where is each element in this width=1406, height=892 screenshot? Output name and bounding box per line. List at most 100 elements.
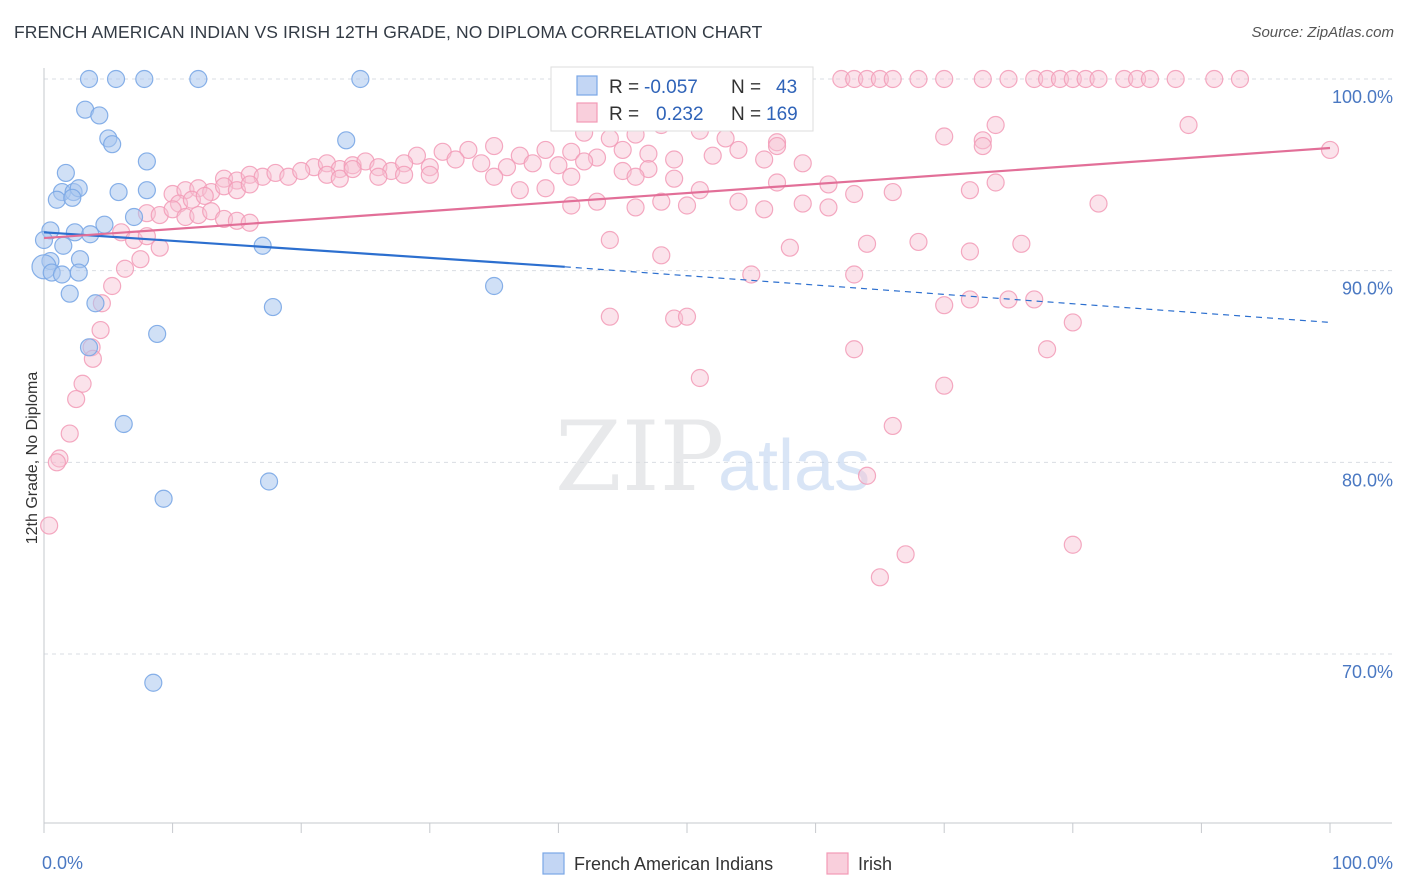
irish-point bbox=[1320, 140, 1340, 160]
french-point bbox=[109, 182, 128, 202]
irish-point bbox=[703, 146, 722, 165]
irish-point bbox=[909, 69, 928, 89]
legend-swatch-irish bbox=[576, 102, 598, 123]
french-point bbox=[485, 276, 504, 296]
legend-n-label-french: N = bbox=[731, 77, 761, 98]
irish-point bbox=[935, 127, 954, 146]
irish-point bbox=[446, 150, 465, 169]
irish-point bbox=[485, 136, 504, 156]
irish-point bbox=[1140, 69, 1160, 89]
french-point bbox=[189, 69, 208, 89]
irish-point bbox=[536, 140, 555, 160]
irish-point bbox=[330, 169, 349, 188]
irish-point bbox=[767, 173, 787, 192]
french-point bbox=[263, 297, 283, 317]
french-point bbox=[114, 414, 133, 434]
watermark-atlas: atlas bbox=[718, 426, 870, 506]
legend-n-value-french: 43 bbox=[776, 77, 797, 98]
irish-point bbox=[986, 173, 1005, 192]
irish-point bbox=[1063, 69, 1082, 89]
irish-point bbox=[1089, 69, 1108, 89]
french-point bbox=[154, 489, 173, 508]
french-point bbox=[90, 106, 109, 125]
french-point bbox=[60, 284, 79, 303]
irish-point bbox=[587, 192, 607, 211]
irish-point bbox=[742, 265, 761, 284]
irish-point bbox=[1050, 69, 1070, 89]
y-tick-label-70: 70.0% bbox=[1342, 662, 1393, 682]
irish-point bbox=[652, 246, 671, 265]
irish-point bbox=[1037, 69, 1057, 89]
irish-point bbox=[767, 136, 787, 156]
irish-point bbox=[73, 374, 92, 393]
french-point bbox=[148, 324, 167, 344]
irish-point bbox=[793, 154, 812, 173]
irish-point bbox=[870, 568, 890, 587]
y-tick-label-90: 90.0% bbox=[1342, 279, 1393, 299]
watermark-zip: ZIP bbox=[555, 401, 724, 513]
irish-point bbox=[1166, 69, 1185, 89]
french-point bbox=[54, 236, 73, 255]
x-tick-label-max: 100.0% bbox=[1332, 853, 1393, 873]
irish-point bbox=[986, 115, 1005, 135]
irish-point bbox=[935, 296, 954, 315]
gridlines bbox=[44, 78, 1392, 655]
irish-point bbox=[40, 516, 59, 535]
chart-source: Source: ZipAtlas.com bbox=[1251, 24, 1394, 41]
irish-point bbox=[1063, 313, 1082, 332]
irish-point bbox=[845, 184, 864, 204]
irish-point bbox=[690, 181, 709, 200]
legend-r-value-french: -0.057 bbox=[644, 77, 698, 98]
irish-point bbox=[562, 142, 581, 161]
french-point bbox=[124, 207, 144, 227]
irish-point bbox=[845, 340, 864, 359]
irish-point bbox=[857, 234, 877, 253]
legend-n-label-irish: N = bbox=[731, 104, 761, 125]
irish-point bbox=[626, 167, 645, 186]
french-point bbox=[79, 338, 99, 357]
french-point bbox=[337, 131, 356, 150]
irish-point bbox=[103, 276, 122, 296]
irish-point bbox=[510, 181, 529, 200]
watermark: ZIP atlas bbox=[555, 401, 870, 513]
irish-point bbox=[896, 545, 915, 564]
correlation-legend: R = -0.057 N = 43 R = 0.232 N = 169 bbox=[550, 66, 814, 132]
irish-point bbox=[999, 69, 1018, 89]
irish-point bbox=[1230, 69, 1250, 89]
french-point bbox=[137, 152, 156, 171]
irish-point bbox=[677, 196, 697, 215]
irish-point bbox=[150, 238, 169, 257]
bottom-legend-swatch-french bbox=[542, 852, 565, 875]
irish-point bbox=[536, 179, 555, 198]
trend-lines bbox=[43, 146, 1331, 324]
irish-point bbox=[690, 368, 709, 388]
irish-point bbox=[755, 200, 774, 219]
irish-point bbox=[67, 389, 86, 409]
irish-point bbox=[420, 165, 439, 184]
french-point bbox=[103, 135, 122, 154]
french-point bbox=[69, 263, 88, 282]
irish-point bbox=[665, 169, 684, 188]
french-point bbox=[52, 265, 72, 284]
french-point bbox=[259, 472, 279, 491]
irish-point bbox=[935, 376, 954, 395]
irish-point bbox=[729, 140, 748, 160]
irish-point bbox=[665, 150, 684, 169]
irish-point bbox=[639, 144, 658, 163]
irish-point bbox=[1076, 69, 1095, 89]
french-point bbox=[65, 223, 84, 242]
irish-point bbox=[47, 453, 66, 472]
irish-point bbox=[793, 194, 812, 213]
irish-point bbox=[292, 161, 311, 181]
legend-r-value-irish: 0.232 bbox=[656, 104, 704, 125]
irish-point bbox=[883, 416, 902, 436]
irish-point bbox=[1063, 535, 1082, 554]
chart-title: FRENCH AMERICAN INDIAN VS IRISH 12TH GRA… bbox=[14, 22, 763, 42]
legend-r-label-irish: R = bbox=[609, 104, 639, 125]
irish-trend-line bbox=[43, 146, 1331, 240]
irish-point bbox=[1205, 69, 1224, 89]
irish-point bbox=[857, 466, 877, 485]
irish-point bbox=[857, 69, 877, 89]
irish-point bbox=[600, 307, 619, 326]
